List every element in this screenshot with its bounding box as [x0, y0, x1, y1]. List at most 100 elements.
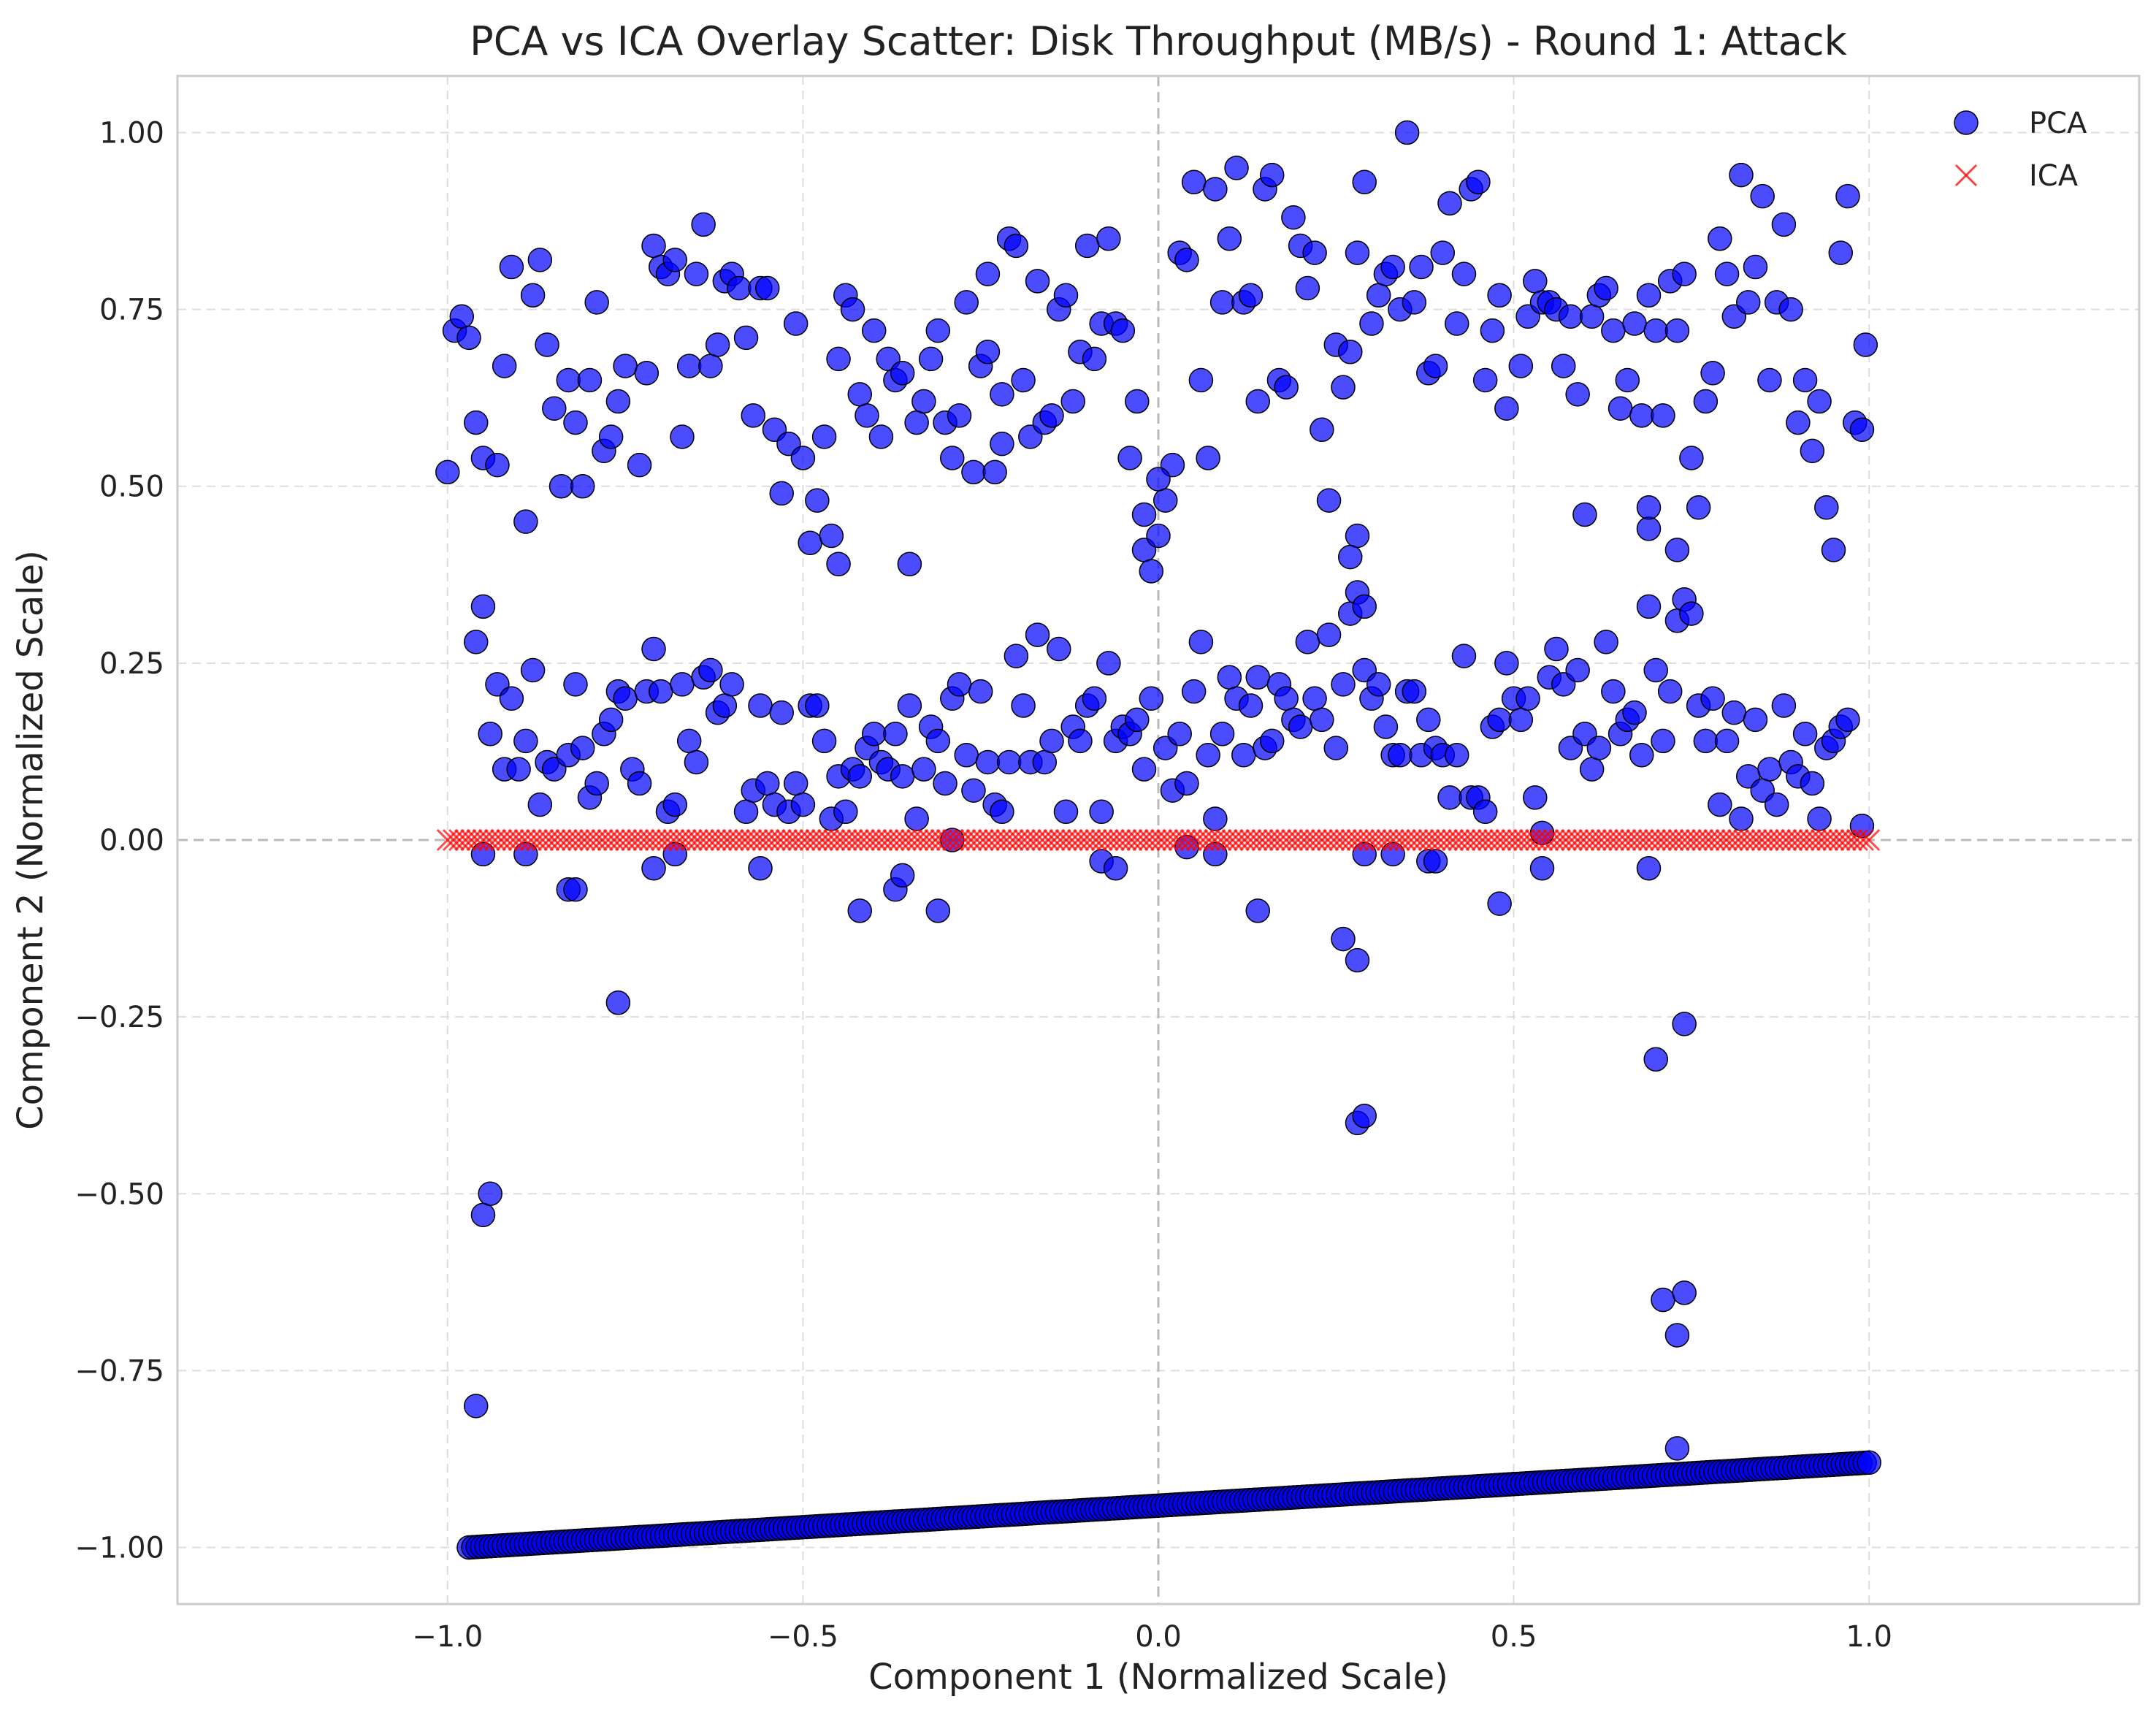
pca-point	[1203, 177, 1228, 202]
pca-point	[1636, 855, 1662, 881]
ica-point	[1150, 828, 1173, 852]
ica-point	[1358, 828, 1381, 852]
pca-point	[1331, 672, 1356, 697]
ica-point	[1632, 828, 1654, 852]
ica-point	[483, 828, 507, 852]
ica-points	[436, 828, 1881, 852]
ica-point	[1346, 828, 1369, 852]
ica-point	[1656, 828, 1678, 852]
ica-point	[1174, 828, 1196, 852]
pca-point	[1679, 446, 1704, 470]
ica-point	[846, 828, 869, 852]
pca-point	[1366, 283, 1391, 308]
ica-point	[1435, 828, 1459, 852]
pca-point	[847, 764, 873, 789]
plot-frame	[176, 75, 2141, 1606]
ica-point	[1394, 828, 1417, 852]
ica-point	[1019, 828, 1041, 852]
ica-point	[1775, 828, 1797, 852]
pca-point	[513, 509, 538, 534]
ica-point	[1477, 828, 1500, 852]
pca-point	[1316, 488, 1342, 513]
pca-point	[1672, 261, 1697, 286]
pca-point	[613, 686, 638, 711]
ica-point	[1204, 828, 1226, 852]
ica-point	[1418, 828, 1440, 852]
ica-point	[716, 828, 738, 852]
pca-point	[1352, 594, 1377, 619]
pca-point	[1402, 679, 1427, 704]
pca-point	[933, 771, 957, 796]
pca-point	[1800, 438, 1825, 464]
ica-point	[650, 828, 673, 852]
ica-point	[1442, 828, 1464, 852]
pca-point	[1622, 311, 1647, 336]
pca-point	[1238, 693, 1264, 718]
pca-point	[563, 672, 588, 697]
pca-point	[1714, 728, 1740, 754]
pca-point	[1082, 686, 1107, 711]
ica-point	[1781, 828, 1803, 852]
pca-point	[1188, 367, 1214, 393]
ica-point	[954, 828, 976, 852]
ica-point	[1423, 828, 1446, 852]
ica-point	[858, 828, 882, 852]
pca-point	[649, 679, 673, 704]
pca-point	[1636, 516, 1662, 541]
pca-point	[1302, 240, 1327, 265]
pca-point	[1125, 707, 1150, 733]
pca-point	[947, 403, 972, 428]
ica-point	[1673, 828, 1696, 852]
pca-point	[1074, 233, 1100, 259]
ica-point	[1055, 828, 1077, 852]
pca-point	[1579, 757, 1605, 782]
pca-point	[1352, 1103, 1377, 1129]
pca-point	[1188, 630, 1214, 654]
pca-point	[1700, 361, 1725, 386]
pca-point	[1508, 707, 1534, 733]
ica-point	[597, 828, 619, 852]
pca-point	[897, 551, 922, 577]
ica-point	[1495, 828, 1518, 852]
pca-point	[1345, 523, 1370, 549]
ica-point	[888, 828, 911, 852]
pca-point	[670, 672, 695, 697]
pca-point	[1430, 240, 1456, 265]
ica-point	[1448, 828, 1470, 852]
pca-point	[1281, 205, 1306, 230]
ica-point	[1227, 828, 1250, 852]
pca-point	[662, 248, 687, 272]
ica-point	[871, 828, 893, 852]
pca-point	[1515, 686, 1540, 711]
ica-point	[936, 828, 958, 852]
ica-point	[763, 828, 786, 852]
ica-point	[1596, 828, 1618, 852]
pca-point	[548, 473, 574, 499]
pca-point	[1708, 792, 1732, 817]
ica-point	[1180, 828, 1202, 852]
ica-point	[496, 828, 519, 852]
ica-point	[1459, 828, 1482, 852]
ica-point	[1376, 828, 1399, 852]
pca-point	[1444, 743, 1469, 768]
pca-point	[627, 452, 652, 478]
pca-point	[684, 261, 709, 286]
pca-point	[1310, 417, 1334, 443]
ica-point	[1518, 828, 1542, 852]
pca-point	[1167, 721, 1192, 747]
pca-point	[1174, 771, 1199, 796]
pca-point	[1857, 1450, 1881, 1475]
ica-point	[882, 828, 905, 852]
pca-point	[492, 354, 517, 378]
ica-point	[1085, 828, 1107, 852]
pca-point	[1011, 693, 1036, 718]
pca-point	[463, 410, 489, 435]
ica-point	[1453, 828, 1476, 852]
ica-point	[1406, 828, 1429, 852]
pca-point	[641, 233, 666, 259]
ica-point	[1043, 828, 1066, 852]
pca-point	[1110, 318, 1136, 343]
ica-point	[1822, 828, 1845, 852]
ica-point	[722, 828, 744, 852]
ica-point	[466, 828, 489, 852]
